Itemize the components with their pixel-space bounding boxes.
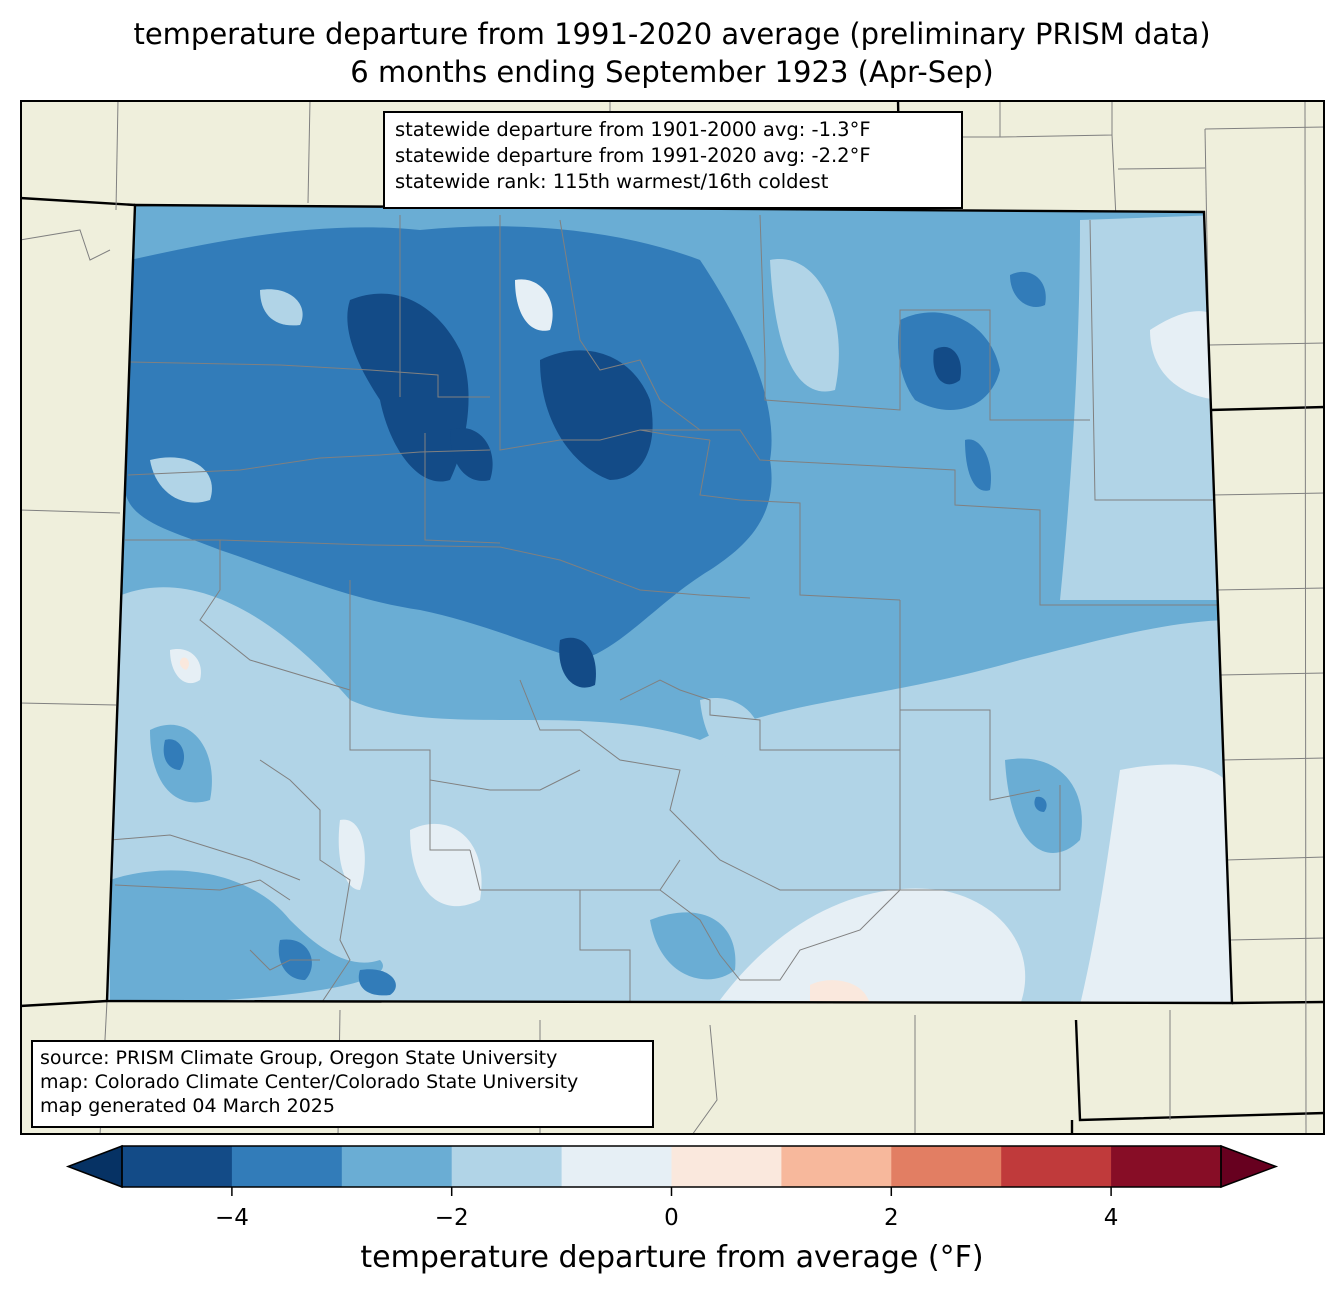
colorbar-label: temperature departure from average (°F) [360,1240,984,1275]
colorbar-bin-4 [561,1146,672,1187]
source-line: source: PRISM Climate Group, Oregon Stat… [40,1047,558,1069]
colorbar-tick-label: 0 [664,1205,679,1231]
colorbar-tick-label: 4 [1103,1205,1119,1231]
colorbar-bin-2 [341,1146,453,1187]
colorbar-tick-label: 2 [883,1205,899,1231]
colorbar [65,1144,1279,1196]
colorbar-over-arrow [1220,1144,1279,1189]
colorado-border [105,203,1234,1005]
colorado-county-lines [109,214,1230,1003]
colorbar-bin-9 [1111,1146,1222,1187]
colorbar-bins [122,1146,1222,1187]
colorbar-bin-3 [451,1146,563,1187]
map-credit-line: map: Colorado Climate Center/Colorado St… [40,1071,579,1093]
colorbar-bin-8 [1001,1146,1112,1187]
colorbar-bin-7 [891,1146,1002,1187]
map-frame [20,100,1325,1135]
stats-rank: statewide rank: 115th warmest/16th colde… [395,170,829,193]
colorbar-bin-0 [122,1146,233,1187]
colorbar-tick-label: −2 [434,1205,469,1231]
colorbar-under-arrow [65,1144,123,1189]
temperature-field [107,205,1232,1003]
map-title-line2: 6 months ending September 1923 (Apr-Sep) [350,55,994,89]
statewide-stats-box: statewide departure from 1901-2000 avg: … [383,111,963,209]
colorbar-tick-label: −4 [214,1205,249,1231]
source-box: source: PRISM Climate Group, Oregon Stat… [31,1040,654,1128]
stats-departure-1901-2000: statewide departure from 1901-2000 avg: … [395,118,871,141]
colorbar-bin-5 [671,1146,782,1187]
stats-departure-1991-2020: statewide departure from 1991-2020 avg: … [395,144,871,167]
colorbar-tickmarks [231,1187,1112,1196]
map-title-line1: temperature departure from 1991-2020 ave… [133,17,1211,51]
colorbar-bin-6 [781,1146,892,1187]
colorbar-bin-1 [231,1146,343,1187]
generated-date-line: map generated 04 March 2025 [40,1095,335,1117]
temperature-departure-map [20,100,1325,1135]
